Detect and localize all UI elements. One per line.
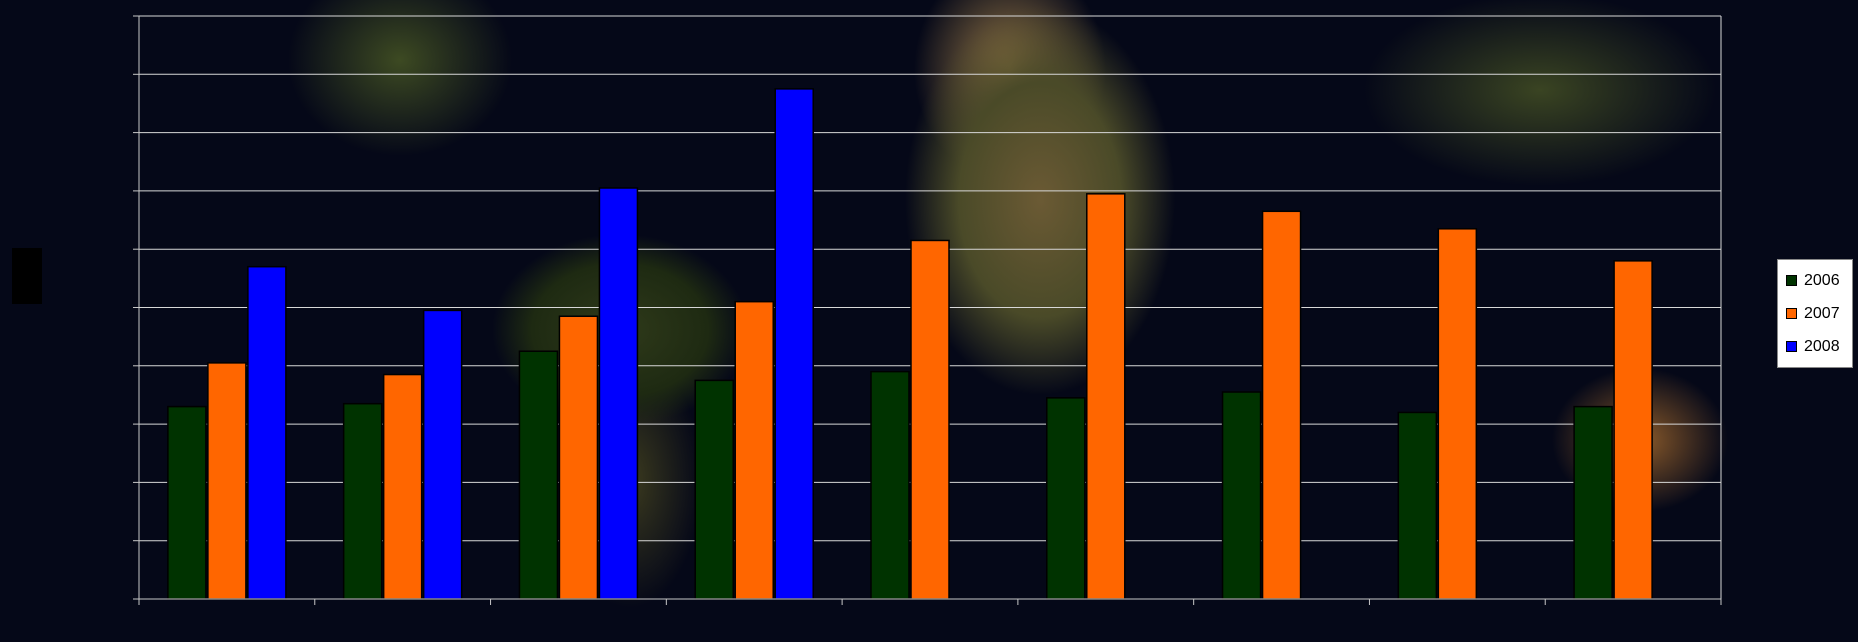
bar-2007-5 xyxy=(1086,193,1126,600)
legend-swatch-2006 xyxy=(1786,275,1797,286)
bar-2007-6 xyxy=(1261,210,1302,600)
legend-label-2008: 2008 xyxy=(1804,337,1840,355)
axes xyxy=(133,15,1722,605)
bar-2007-0 xyxy=(207,362,247,600)
bar-2006-0 xyxy=(167,405,207,600)
legend-label-2007: 2007 xyxy=(1804,304,1840,322)
bar-2006-4 xyxy=(870,370,910,600)
bar-2007-2 xyxy=(558,315,599,600)
bar-2006-7 xyxy=(1397,411,1438,600)
y-axis-label-box xyxy=(12,248,42,304)
bar-2007-7 xyxy=(1437,228,1478,600)
bar-2007-1 xyxy=(382,373,423,600)
legend-item-2007: 2007 xyxy=(1786,297,1852,330)
bar-2008-0 xyxy=(247,265,287,600)
legend-swatch-2007 xyxy=(1786,308,1797,319)
bar-2007-3 xyxy=(734,300,774,600)
legend-item-2008: 2008 xyxy=(1786,330,1852,363)
legend-swatch-2008 xyxy=(1786,341,1797,352)
bar-2006-2 xyxy=(518,350,559,600)
legend: 2006 2007 2008 xyxy=(1777,259,1853,368)
bars xyxy=(167,88,1653,600)
bar-2006-6 xyxy=(1221,391,1262,600)
bar-2008-2 xyxy=(598,187,639,600)
bar-2006-8 xyxy=(1573,405,1613,600)
bar-2006-1 xyxy=(342,402,383,600)
bar-2007-4 xyxy=(910,239,950,600)
bar-2008-3 xyxy=(774,88,814,600)
bar-2006-3 xyxy=(694,379,734,600)
bar-2008-1 xyxy=(422,309,463,600)
legend-item-2006: 2006 xyxy=(1786,264,1852,297)
bar-2007-8 xyxy=(1613,260,1653,600)
bar-2006-5 xyxy=(1046,397,1086,600)
legend-label-2006: 2006 xyxy=(1804,271,1840,289)
